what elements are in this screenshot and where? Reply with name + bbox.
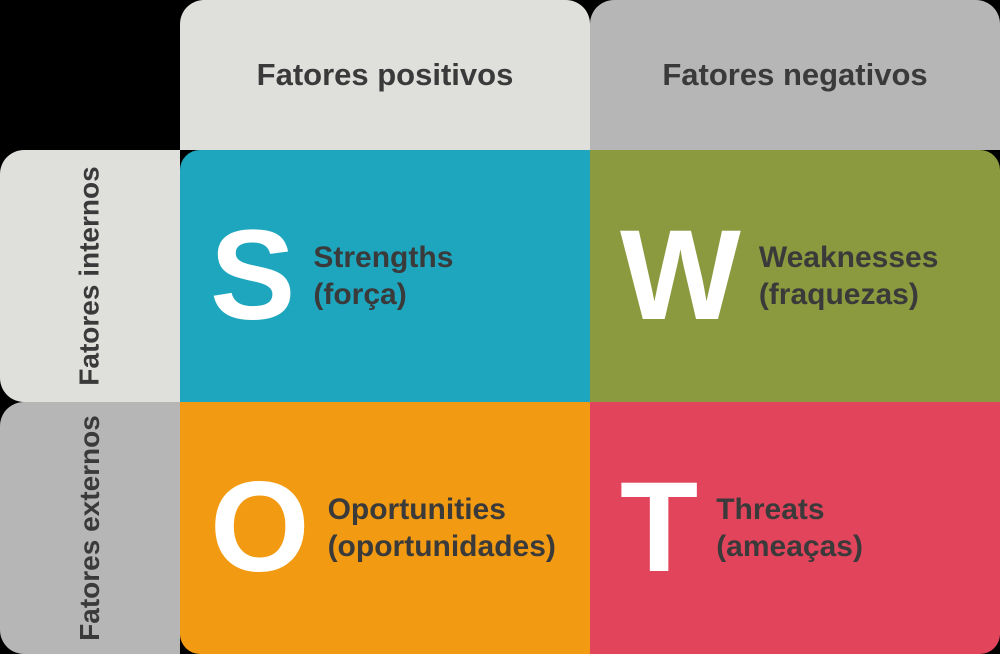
col-header-positive: Fatores positivos [180, 0, 590, 150]
quadrant-opportunities-labels: Oportunities (oportunidades) [328, 491, 556, 566]
quadrant-strengths-letter: S [210, 212, 295, 340]
col-header-positive-label: Fatores positivos [257, 57, 514, 93]
row-header-internal: Fatores internos [0, 150, 180, 402]
col-header-negative-label: Fatores negativos [662, 57, 927, 93]
col-header-negative: Fatores negativos [590, 0, 1000, 150]
quadrant-threats-sub: (ameaças) [716, 528, 863, 566]
quadrant-threats-labels: Threats (ameaças) [716, 491, 863, 566]
quadrant-opportunities: O Oportunities (oportunidades) [180, 402, 590, 654]
quadrant-strengths-labels: Strengths (força) [313, 239, 453, 314]
quadrant-weaknesses-title: Weaknesses [759, 239, 939, 277]
quadrant-weaknesses-letter: W [620, 212, 741, 340]
row-header-external-label: Fatores externos [74, 415, 106, 641]
quadrant-weaknesses-labels: Weaknesses (fraquezas) [759, 239, 939, 314]
quadrant-opportunities-letter: O [210, 464, 310, 592]
quadrant-weaknesses: W Weaknesses (fraquezas) [590, 150, 1000, 402]
row-header-internal-label: Fatores internos [74, 166, 106, 385]
swot-matrix: Fatores positivos Fatores negativos Fato… [0, 0, 1000, 654]
quadrant-threats: T Threats (ameaças) [590, 402, 1000, 654]
quadrant-opportunities-sub: (oportunidades) [328, 528, 556, 566]
blank-corner [0, 0, 180, 150]
row-header-external: Fatores externos [0, 402, 180, 654]
quadrant-opportunities-title: Oportunities [328, 491, 556, 529]
quadrant-strengths-sub: (força) [313, 276, 453, 314]
quadrant-strengths-title: Strengths [313, 239, 453, 277]
quadrant-threats-title: Threats [716, 491, 863, 529]
quadrant-strengths: S Strengths (força) [180, 150, 590, 402]
quadrant-threats-letter: T [620, 464, 698, 592]
quadrant-weaknesses-sub: (fraquezas) [759, 276, 939, 314]
